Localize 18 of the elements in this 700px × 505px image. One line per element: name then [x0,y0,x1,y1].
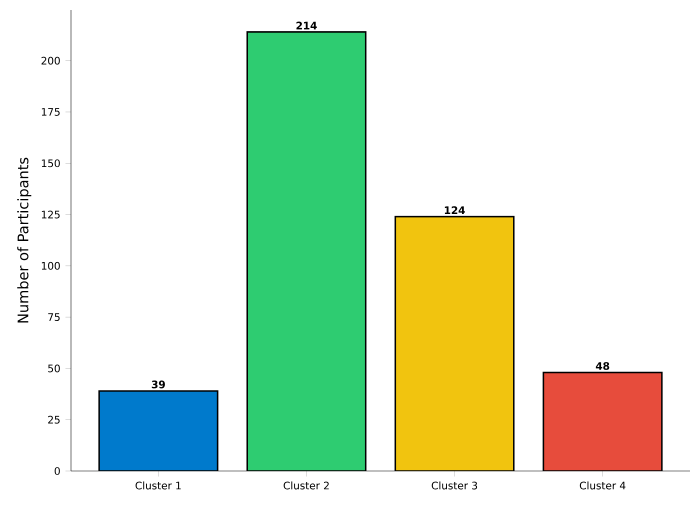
data-label: 48 [596,362,610,370]
x-tick-label: Cluster 1 [136,481,181,490]
data-label: 214 [296,22,317,30]
y-tick-label: 200 [42,56,60,65]
y-tick-label: 175 [42,108,60,116]
data-label: 124 [444,206,465,214]
x-tick-label: Cluster 4 [580,481,626,490]
x-tick-label: Cluster 3 [432,481,478,490]
y-tick-label: 75 [48,313,60,321]
y-tick-label: 0 [54,467,60,475]
x-tick-label: Cluster 2 [284,481,329,490]
y-tick-label: 50 [48,364,60,372]
y-tick-label: 100 [42,262,60,270]
y-tick-label: 125 [42,210,60,218]
data-label: 39 [152,380,165,388]
y-tick-label: 25 [48,416,60,424]
y-axis-title: Number of Participants [17,158,32,323]
y-tick-label: 150 [42,159,60,168]
